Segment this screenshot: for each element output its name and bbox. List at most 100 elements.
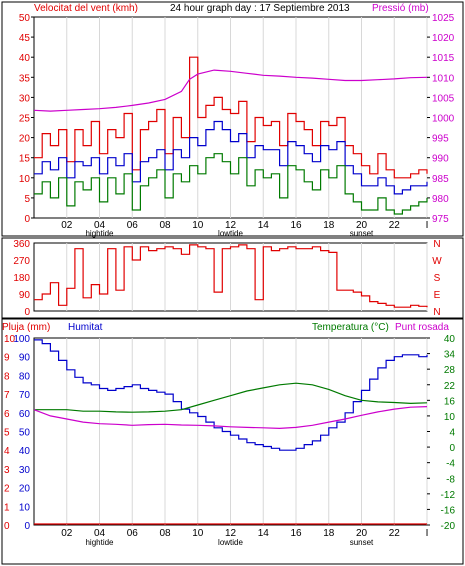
wind-tick-label: 45: [19, 33, 31, 44]
rain-tick-label: 6: [4, 409, 10, 420]
pressure-right-ticks: 975 980 985 990 995 1000 1005 1010 1015 1020 1025: [427, 13, 455, 225]
pressure-tick-label: 1020: [432, 33, 455, 44]
direction-tick-label: 360: [13, 239, 30, 250]
wind-series-blue: [34, 120, 428, 195]
wind-tick-label: 25: [19, 114, 31, 125]
temp-x-tick-label: 20: [356, 528, 368, 539]
wind-x-tick-label: 02: [61, 220, 73, 231]
rain-tick-label: 10: [4, 334, 16, 345]
wind-tick-label: 30: [19, 93, 31, 104]
direction-tick-label: 180: [13, 273, 30, 284]
temp-right-ticks: -20 -16 -12 -8 -4 0 4 10 16 22 28 34 40: [427, 334, 455, 532]
rain-tick-label: 2: [4, 484, 10, 495]
humidity-tick-label: 30: [19, 465, 31, 476]
compass-label: S: [434, 273, 441, 284]
wind-series: [33, 56, 428, 215]
temp-panel-border: [1, 318, 464, 565]
wind-x-tick-label: 22: [389, 220, 401, 231]
temp-x-tick-label: 08: [159, 528, 171, 539]
humidity-tick-label: 20: [19, 484, 31, 495]
rain-tick-label: 9: [4, 353, 10, 364]
humidity-tick-label: 40: [19, 446, 31, 457]
pressure-tick-label: 990: [432, 154, 449, 165]
temp-series: [33, 339, 428, 525]
temp-x-tick-label: 22: [389, 528, 401, 539]
tide-annotation: hightide: [85, 229, 114, 238]
compass-label: N: [433, 239, 440, 250]
pressure-axis-label: Pressió (mb): [372, 3, 429, 14]
temp-series-magenta: [33, 406, 428, 430]
wind-tick-label: 10: [19, 174, 31, 185]
temp-tick-label: -8: [446, 474, 455, 485]
wind-series-magenta: [33, 69, 428, 112]
humidity-tick-label: 50: [19, 428, 31, 439]
wind-tick-label: 20: [19, 134, 31, 145]
direction-left-ticks: 0 90 180 270 360: [13, 239, 30, 318]
compass-label: W: [432, 256, 442, 267]
humidity-tick-label: 10: [19, 502, 31, 513]
temp-x-tick-label: 18: [323, 528, 335, 539]
rain-axis-label: Pluja (mm): [2, 322, 50, 333]
pressure-tick-label: 995: [432, 134, 449, 145]
tide-annotation: sunset: [350, 538, 374, 547]
wind-tick-label: 0: [24, 214, 30, 225]
wind-x-tick-label: 06: [127, 220, 139, 231]
humidity-left-ticks: 0 10 20 30 40 50 60 70 80 90 100 0 1 2 3 4 5 6 7 8 9 10: [4, 334, 30, 532]
temp-tick-label: 16: [444, 396, 456, 407]
wind-tick-label: 15: [19, 154, 31, 165]
compass-label: E: [434, 290, 441, 301]
wind-tick-label: 40: [19, 53, 31, 64]
dew-point-axis-label: Punt rosada: [395, 322, 449, 333]
temp-tick-label: -4: [446, 459, 455, 470]
wind-tick-label: 35: [19, 73, 31, 84]
pressure-tick-label: 1025: [432, 13, 455, 24]
wind-x-tick-label: 18: [323, 220, 335, 231]
temp-x-tick-label: 16: [290, 528, 302, 539]
temp-x-tick-label: 04: [94, 528, 106, 539]
wind-tick-label: 5: [24, 194, 30, 205]
humidity-tick-label: 80: [19, 371, 31, 382]
direction-tick-label: 270: [13, 256, 30, 267]
temp-tick-label: 28: [444, 365, 456, 376]
temp-tick-label: 40: [444, 334, 456, 345]
chart-title: 24 hour graph day : 17 Septiembre 2013: [170, 3, 350, 14]
temp-x-tick-label: 10: [192, 528, 204, 539]
tide-annotation: lowtide: [218, 538, 243, 547]
humidity-tick-label: 90: [19, 353, 31, 364]
temp-tick-label: 22: [444, 381, 456, 392]
temp-tick-label: -20: [441, 521, 456, 532]
wind-x-tick-label: 16: [290, 220, 302, 231]
rain-tick-label: 3: [4, 465, 10, 476]
rain-tick-label: 5: [4, 428, 10, 439]
pressure-tick-label: 975: [432, 214, 449, 225]
rain-tick-label: 8: [4, 371, 10, 382]
pressure-tick-label: 1015: [432, 53, 455, 64]
wind-left-ticks: 0 5 10 15 20 25 30 35 40 45 50: [19, 13, 34, 225]
temp-tick-label: 34: [444, 350, 456, 361]
wind-speed-axis-label: Velocitat del vent (kmh): [34, 3, 138, 14]
rain-tick-label: 4: [4, 446, 10, 457]
temp-tick-label: -12: [441, 490, 456, 501]
temp-x-tick-label: 12: [225, 528, 237, 539]
wind-x-tick-label: 10: [192, 220, 204, 231]
humidity-axis-label: Humitat: [68, 322, 103, 333]
direction-panel-border: [1, 237, 464, 319]
direction-series-red: [34, 244, 428, 308]
wind-tick-label: 50: [19, 13, 31, 24]
temp-tick-label: -16: [441, 505, 456, 516]
rain-tick-label: 7: [4, 390, 10, 401]
wind-x-tick-label: 14: [258, 220, 270, 231]
wind-x-tick-label: 04: [94, 220, 106, 231]
direction-series: [34, 244, 428, 308]
pressure-tick-label: 1005: [432, 93, 455, 104]
temp-series-blue: [34, 339, 428, 451]
pressure-tick-label: 985: [432, 174, 449, 185]
humidity-tick-label: 100: [13, 334, 30, 345]
tide-annotation: lowtide: [218, 229, 243, 238]
temp-series-green: [34, 382, 428, 413]
humidity-tick-label: 60: [19, 409, 31, 420]
temp-tick-label: 10: [444, 412, 456, 423]
